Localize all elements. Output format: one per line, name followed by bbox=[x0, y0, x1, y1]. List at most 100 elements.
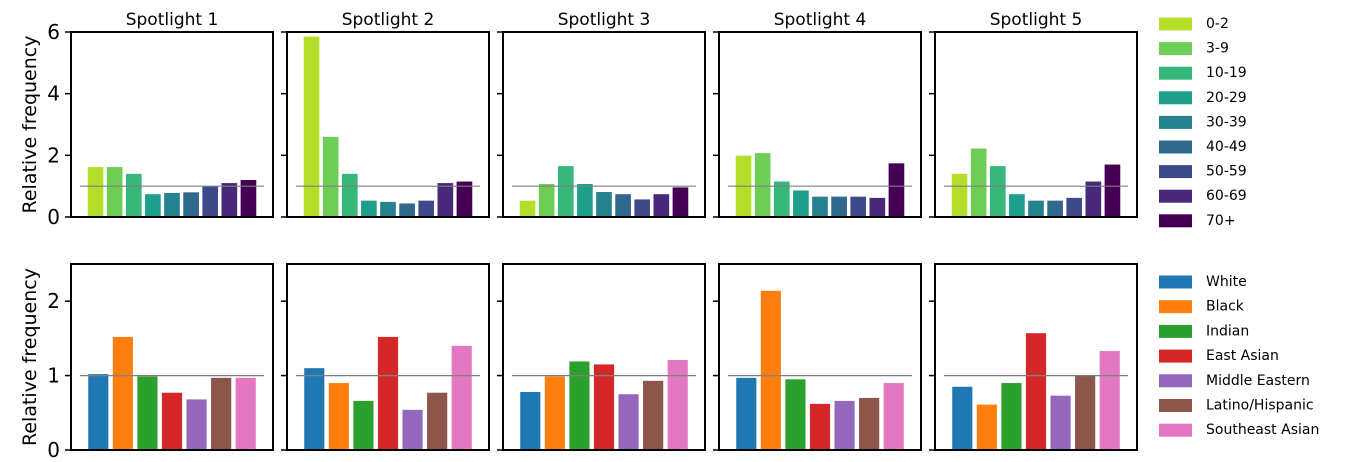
bar-southeast-asian bbox=[451, 345, 472, 450]
legend-item-40-49: 40-49 bbox=[1159, 139, 1247, 155]
legend-ethnicity: White Black Indian East Asian Middle Eastern… bbox=[1159, 274, 1319, 438]
panel-spotlight-5: Spotlight 5 bbox=[929, 10, 1138, 218]
bar-40-49 bbox=[183, 192, 199, 217]
legend-swatch bbox=[1159, 42, 1192, 56]
bar-east-asian bbox=[161, 392, 183, 450]
panel-spotlight-2 bbox=[281, 263, 490, 451]
y-tick-label: 4 bbox=[47, 82, 60, 106]
bar-latino-hispanic bbox=[859, 397, 880, 450]
bar-70 bbox=[1104, 164, 1121, 217]
bar-southeast-asian bbox=[667, 359, 688, 450]
legend-age: 0-2 3-9 10-19 20-29 30-39 40-49 50-59 60-69 70+ bbox=[1159, 16, 1247, 229]
bar-indian bbox=[1001, 383, 1022, 450]
panel-spotlight-5 bbox=[929, 263, 1138, 451]
bar-indian bbox=[353, 400, 374, 450]
legend-swatch bbox=[1159, 399, 1192, 412]
panel-spotlight-3: Spotlight 3 bbox=[497, 10, 706, 218]
bar-70 bbox=[240, 180, 257, 217]
bar-latino-hispanic bbox=[427, 392, 448, 450]
bar-10-19 bbox=[773, 181, 790, 217]
bar-70 bbox=[672, 187, 689, 217]
legend-label: 40-49 bbox=[1206, 139, 1247, 155]
bar-10-19 bbox=[989, 166, 1006, 217]
bar-30-39 bbox=[596, 192, 612, 217]
legend-label: 50-59 bbox=[1206, 164, 1247, 180]
bar-east-asian bbox=[1025, 333, 1047, 450]
legend-item-70: 70+ bbox=[1159, 213, 1236, 229]
legend-item-60-69: 60-69 bbox=[1159, 188, 1247, 204]
legend-item-30-39: 30-39 bbox=[1159, 114, 1247, 130]
bar-white bbox=[304, 368, 325, 450]
bar-70 bbox=[456, 181, 473, 217]
bar-southeast-asian bbox=[1099, 351, 1120, 450]
bar-southeast-asian bbox=[883, 383, 904, 450]
bar-50-59 bbox=[202, 186, 219, 217]
panel-spotlight-1: Spotlight 1 0 2 4 6 bbox=[47, 10, 274, 229]
bar-latino-hispanic bbox=[1075, 375, 1096, 450]
bar-40-49 bbox=[399, 203, 415, 217]
panel-title: Spotlight 3 bbox=[558, 10, 651, 30]
bar-middle-eastern bbox=[1050, 395, 1071, 450]
bar-3-9 bbox=[970, 148, 987, 217]
panel-frame bbox=[286, 263, 490, 451]
legend-swatch bbox=[1159, 423, 1192, 437]
legend-label: Southeast Asian bbox=[1206, 422, 1319, 438]
bar-50-59 bbox=[1066, 197, 1083, 217]
panel-frame bbox=[934, 263, 1138, 451]
bar-30-39 bbox=[164, 192, 180, 217]
panel-frame bbox=[70, 31, 274, 218]
bar-30-39 bbox=[1028, 200, 1044, 217]
bar-60-69 bbox=[437, 183, 454, 217]
legend-item-indian: Indian bbox=[1159, 323, 1249, 339]
bar-20-29 bbox=[145, 194, 161, 217]
bar-3-9 bbox=[754, 153, 771, 217]
bar-40-49 bbox=[831, 196, 847, 217]
bar-20-29 bbox=[1009, 194, 1025, 217]
legend-swatch bbox=[1159, 349, 1192, 363]
legend-label: 60-69 bbox=[1206, 188, 1247, 204]
panel-spotlight-1: 0 1 2 bbox=[47, 263, 274, 462]
chart-row-ethnicity: Relative frequency 0 1 2 bbox=[19, 263, 1138, 462]
panel-frame bbox=[934, 31, 1138, 218]
legend-item-3-9: 3-9 bbox=[1159, 41, 1229, 57]
bar-indian bbox=[785, 379, 806, 450]
legend-swatch bbox=[1159, 374, 1192, 388]
bar-30-39 bbox=[380, 201, 396, 217]
bar-50-59 bbox=[634, 199, 651, 217]
panel-frame bbox=[70, 263, 274, 451]
legend-swatch bbox=[1159, 300, 1192, 314]
legend-swatch bbox=[1159, 214, 1192, 228]
panel-frame bbox=[718, 31, 922, 218]
legend-item-middle-eastern: Middle Eastern bbox=[1159, 373, 1310, 389]
bar-40-49 bbox=[1047, 200, 1063, 217]
panel-frame bbox=[718, 263, 922, 451]
legend-item-east-asian: East Asian bbox=[1159, 348, 1279, 364]
bar-3-9 bbox=[322, 136, 339, 217]
bar-black bbox=[544, 376, 565, 450]
y-tick-label: 6 bbox=[47, 20, 60, 44]
panel-title: Spotlight 5 bbox=[990, 10, 1083, 30]
bar-latino-hispanic bbox=[643, 380, 664, 450]
legend-item-southeast-asian: Southeast Asian bbox=[1159, 422, 1319, 438]
bar-0-2 bbox=[519, 200, 536, 217]
legend-item-black: Black bbox=[1159, 299, 1245, 315]
panel-title: Spotlight 2 bbox=[342, 10, 435, 30]
legend-label: 3-9 bbox=[1206, 41, 1229, 57]
bar-east-asian bbox=[593, 364, 615, 450]
bar-70 bbox=[888, 163, 905, 217]
bar-east-asian bbox=[377, 336, 399, 450]
panel-spotlight-4: Spotlight 4 bbox=[713, 10, 922, 218]
bar-10-19 bbox=[557, 166, 574, 217]
legend-swatch bbox=[1159, 91, 1192, 105]
bar-60-69 bbox=[221, 183, 238, 217]
y-tick-label: 1 bbox=[47, 364, 60, 388]
panel-frame bbox=[502, 31, 706, 218]
bar-10-19 bbox=[341, 173, 358, 217]
bar-indian bbox=[569, 361, 590, 450]
panel-title: Spotlight 1 bbox=[126, 10, 219, 30]
y-axis-label: Relative frequency bbox=[19, 268, 41, 446]
panel-frame bbox=[502, 263, 706, 451]
bar-black bbox=[760, 290, 781, 450]
bar-50-59 bbox=[418, 200, 435, 217]
bar-3-9 bbox=[106, 167, 123, 217]
